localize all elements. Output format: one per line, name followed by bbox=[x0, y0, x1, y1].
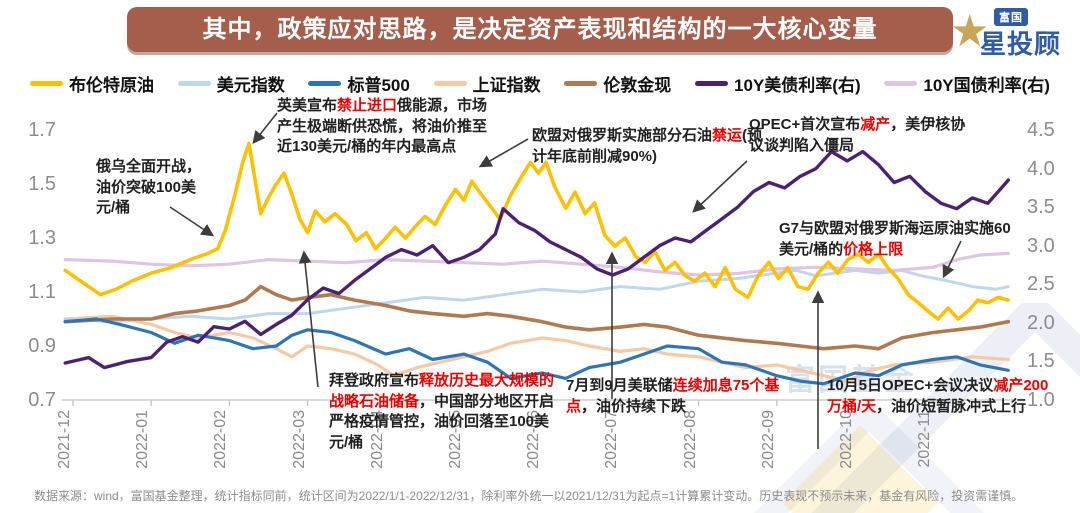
y-left-tick-label: 1.5 bbox=[28, 173, 56, 195]
legend-swatch bbox=[884, 80, 918, 86]
legend-item-2[interactable]: 标普500 bbox=[308, 71, 410, 96]
y-right-tick-label: 1.5 bbox=[1027, 350, 1055, 373]
annotation-highlight: 价格上限 bbox=[843, 240, 904, 258]
legend-item-6[interactable]: 10Y国债利率(右) bbox=[884, 71, 1050, 96]
annotation-import-ban: 英美宣布禁止进口俄能源，市场产生极端断供恐慌，将油价推至近130美元/桶的年内最… bbox=[277, 96, 492, 158]
legend-swatch bbox=[695, 80, 729, 86]
logo-text: 星投顾 bbox=[980, 29, 1062, 59]
annotation-text: ，美伊核协议谈判陷入僵局 bbox=[749, 116, 966, 154]
y-left-tick-label: 1.1 bbox=[28, 281, 56, 303]
chart-legend: 布伦特原油 美元指数 标普500 上证指数 伦敦金现 10Y美债利率(右) 10Y国债利率(… bbox=[0, 70, 1080, 96]
annotation-war-start: 俄乌全面开战，油价突破100美元/桶 bbox=[96, 157, 214, 219]
y-left-tick-label: 1.7 bbox=[28, 119, 56, 141]
x-tick-label: 2022-10 bbox=[838, 410, 855, 469]
chart-line-10Y国债利率(右) bbox=[63, 251, 1010, 277]
legend-label: 上证指数 bbox=[472, 75, 541, 95]
y-right-tick-label: 2.0 bbox=[1027, 311, 1055, 334]
brand-logo: ★ 富国 星投顾 bbox=[950, 6, 1068, 60]
annotation-highlight: 释放历史最大规模的战略石油储备 bbox=[329, 372, 555, 410]
annotation-arrow-war-start bbox=[169, 206, 215, 237]
y-right-tick-label: 3.5 bbox=[1027, 196, 1055, 219]
legend-item-0[interactable]: 布伦特原油 bbox=[30, 71, 154, 96]
annotation-highlight: 减产200万桶/天 bbox=[827, 377, 1049, 415]
x-tick-label: 2022-03 bbox=[290, 410, 308, 469]
y-right-tick-label: 4.5 bbox=[1027, 119, 1055, 141]
annotation-arrow-spr-release bbox=[298, 250, 319, 388]
annotation-arrow-opec-first-cut bbox=[692, 160, 748, 213]
chart-line-标普500 bbox=[63, 317, 1010, 386]
y-left-tick-label: 1.3 bbox=[28, 227, 56, 249]
y-left-tick-label: 0.7 bbox=[28, 389, 56, 411]
legend-label: 布伦特原油 bbox=[69, 75, 154, 95]
x-tick-label: 2022-07 bbox=[603, 410, 621, 469]
annotation-text: ，油价短暂脉冲式上行 bbox=[876, 397, 1027, 415]
annotation-eu-embargo: 欧盟对俄罗斯实施部分石油禁运(预计年底前削减90%) bbox=[532, 126, 767, 167]
annotation-text: G7与欧盟对俄罗斯海运原油实施60美元/桶的 bbox=[779, 220, 1011, 258]
annotation-text: 俄能源，市场产生极端断供恐慌，将油价推至近130美元/桶的年内最高点 bbox=[277, 97, 488, 156]
chart-line-美元指数 bbox=[63, 268, 1010, 324]
annotation-price-cap: G7与欧盟对俄罗斯海运原油实施60美元/桶的价格上限 bbox=[779, 219, 1021, 260]
x-tick-label: 2022-08 bbox=[681, 410, 699, 469]
page-title: 其中，政策应对思路，是决定资产表现和结构的一大核心变量 bbox=[127, 7, 953, 52]
legend-label: 美元指数 bbox=[216, 75, 285, 95]
star-icon: ★ bbox=[950, 7, 990, 56]
annotation-opec-first-cut: OPEC+首次宣布减产，美伊核协议谈判陷入僵局 bbox=[749, 115, 979, 156]
x-tick-label: 2022-02 bbox=[212, 410, 230, 469]
annotation-arrow-import-ban bbox=[252, 112, 278, 145]
logo-badge: 富国 bbox=[994, 8, 1028, 26]
annotation-highlight: 连续加息75个基点 bbox=[566, 377, 780, 415]
annotation-text: 欧盟对俄罗斯实施部分石油 bbox=[532, 127, 713, 144]
x-tick-label: 2022-01 bbox=[134, 410, 152, 469]
y-right-tick-label: 2.5 bbox=[1027, 273, 1055, 296]
annotation-highlight: 禁止进口 bbox=[337, 97, 398, 114]
annotation-arrow-price-cap bbox=[942, 240, 962, 279]
x-tick-label: 2022-09 bbox=[759, 410, 777, 469]
annotation-fed-hikes: 7月到9月美联储连续加息75个基点，油价持续下跌 bbox=[566, 376, 801, 417]
legend-swatch bbox=[308, 80, 342, 86]
legend-label: 10Y美债利率(右) bbox=[734, 75, 861, 95]
chart-line-上证指数 bbox=[63, 314, 1010, 383]
annotation-text: 俄乌全面开战，油价突破100美元/桶 bbox=[96, 158, 202, 217]
annotation-arrow-eu-embargo bbox=[478, 138, 529, 168]
y-right-tick-label: 1.0 bbox=[1027, 389, 1055, 411]
x-tick-label: 2022-11 bbox=[916, 410, 934, 468]
annotation-opec-200w-cut: 10月5日OPEC+会议决议减产200万桶/天，油价短暂脉冲式上行 bbox=[827, 376, 1055, 417]
legend-swatch bbox=[433, 80, 467, 86]
legend-item-1[interactable]: 美元指数 bbox=[177, 71, 285, 96]
annotation-text: 10月5日OPEC+会议决议 bbox=[827, 377, 994, 394]
annotation-text: ，中国部分地区开启严格疫情管控，油价回落至100美元/桶 bbox=[329, 392, 555, 452]
source-disclaimer: 数据来源：wind，富国基金整理，统计指标同前，统计区间为2022/1/1-20… bbox=[34, 489, 1024, 503]
annotation-text: ，油价持续下跌 bbox=[581, 397, 687, 415]
annotation-text: 7月到9月美联储 bbox=[566, 377, 673, 394]
annotation-text: 英美宣布 bbox=[277, 97, 338, 114]
x-tick-label: 2021-12 bbox=[56, 410, 73, 469]
legend-item-3[interactable]: 上证指数 bbox=[433, 71, 541, 96]
annotation-spr-release: 拜登政府宣布释放历史最大规模的战略石油储备，中国部分地区开启严格疫情管控，油价回… bbox=[329, 371, 557, 454]
y-left-tick-label: 0.9 bbox=[28, 335, 56, 357]
legend-swatch bbox=[30, 80, 63, 86]
legend-label: 标普500 bbox=[347, 75, 410, 95]
legend-swatch bbox=[564, 80, 598, 86]
legend-label: 伦敦金现 bbox=[603, 75, 672, 95]
chart-line-伦敦金现 bbox=[63, 284, 1011, 351]
annotation-highlight: 减产 bbox=[860, 116, 891, 133]
legend-swatch bbox=[177, 80, 211, 86]
y-right-tick-label: 4.0 bbox=[1027, 157, 1055, 180]
y-right-tick-label: 3.0 bbox=[1027, 234, 1055, 257]
legend-item-5[interactable]: 10Y美债利率(右) bbox=[695, 71, 861, 96]
annotation-text: 拜登政府宣布 bbox=[329, 372, 420, 389]
annotation-text: OPEC+首次宣布 bbox=[749, 116, 861, 133]
chart-line-布伦特原油 bbox=[63, 141, 1011, 321]
legend-label: 10Y国债利率(右) bbox=[923, 75, 1050, 95]
annotation-highlight: 禁运 bbox=[712, 127, 743, 144]
annotation-text: (预计年底前削减90%) bbox=[532, 127, 763, 165]
chart-line-10Y美债利率(右) bbox=[63, 149, 1010, 370]
legend-item-4[interactable]: 伦敦金现 bbox=[564, 71, 671, 96]
